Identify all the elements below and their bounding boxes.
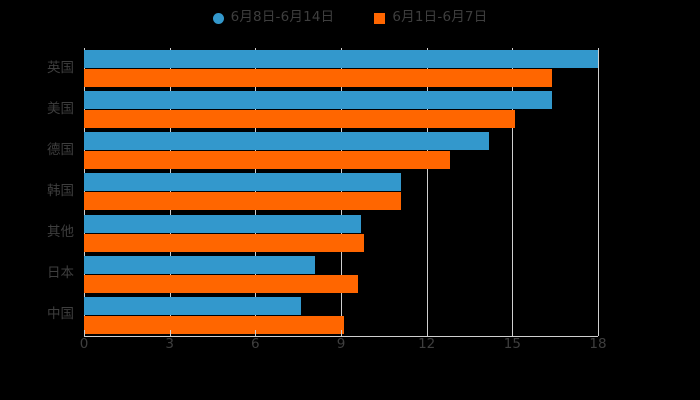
- y-axis-label: 德国: [47, 141, 74, 158]
- bar-0[interactable]: [84, 296, 302, 315]
- bar-1[interactable]: [84, 274, 359, 293]
- x-axis-line: [84, 336, 598, 337]
- y-axis-labels: 英国美国德国韩国其他日本中国: [0, 48, 74, 336]
- legend-square-marker-icon: [374, 12, 386, 24]
- bar-1[interactable]: [84, 315, 344, 334]
- legend-circle-marker-icon: [212, 12, 224, 24]
- chart-row: [84, 89, 598, 130]
- bar-0[interactable]: [84, 214, 361, 233]
- y-axis-label: 中国: [47, 306, 74, 323]
- x-axis-tick-mark: [426, 330, 428, 336]
- gridline: [598, 48, 599, 336]
- y-axis-label: 美国: [47, 100, 74, 117]
- chart-legend: 6月8日-6月14日 6月1日-6月7日: [0, 6, 700, 30]
- plot-area: [84, 48, 599, 337]
- x-axis-tick-mark: [598, 330, 599, 336]
- y-axis-label: 韩国: [47, 183, 74, 199]
- bar-0[interactable]: [84, 255, 316, 274]
- x-axis-tick-mark: [84, 330, 85, 336]
- x-axis-tick-label: 18: [589, 336, 607, 352]
- x-axis-tick-label: 6: [251, 336, 260, 352]
- legend-label-series-1: 6月1日-6月7日: [392, 9, 488, 26]
- y-axis-label: 日本: [47, 265, 74, 282]
- chart-row: [84, 48, 598, 89]
- x-axis-tick-label: 0: [79, 336, 89, 352]
- x-axis-tick-mark: [255, 330, 257, 336]
- chart-row: [84, 213, 598, 254]
- bar-0[interactable]: [84, 173, 401, 192]
- x-axis-tick-label: 12: [418, 336, 436, 352]
- x-axis-labels: 0 3 6 9 12 15 18: [80, 330, 607, 362]
- bar-1[interactable]: [84, 233, 364, 252]
- bar-0[interactable]: [84, 132, 490, 151]
- chart-row: [84, 130, 598, 171]
- bar-1[interactable]: [84, 151, 450, 170]
- x-axis-tick-mark: [341, 330, 342, 336]
- legend-item-series-0[interactable]: 6月8日-6月14日: [212, 9, 335, 26]
- y-axis-label: 英国: [47, 59, 74, 76]
- gridline: [426, 48, 428, 336]
- legend-label-series-0: 6月8日-6月14日: [230, 9, 335, 26]
- chart-row: [84, 295, 598, 336]
- bar-1[interactable]: [84, 69, 553, 87]
- x-axis-tick-label: 15: [503, 336, 521, 352]
- chart-row: [84, 254, 598, 295]
- bar-1[interactable]: [84, 110, 516, 129]
- bar-0[interactable]: [84, 50, 598, 68]
- gridline: [341, 48, 342, 336]
- legend-item-series-1[interactable]: 6月1日-6月7日: [374, 11, 487, 25]
- bar-1[interactable]: [84, 192, 401, 211]
- x-axis-tick-label: 3: [165, 336, 174, 352]
- gridline: [255, 48, 257, 336]
- x-axis-tick-label: 9: [336, 336, 346, 352]
- x-axis-tick-mark: [169, 330, 171, 336]
- bar-0[interactable]: [84, 91, 553, 110]
- x-axis-tick-mark: [512, 330, 514, 336]
- y-axis-label: 其他: [47, 224, 74, 241]
- gridline: [84, 48, 85, 336]
- chart-row: [84, 171, 598, 212]
- gridline: [169, 48, 171, 336]
- gridline: [512, 48, 514, 336]
